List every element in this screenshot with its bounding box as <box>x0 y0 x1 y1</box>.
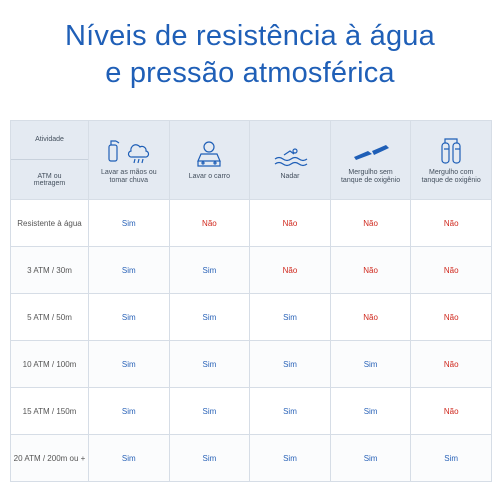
metric-label: ATM ou metragem <box>33 172 66 187</box>
column-label: Mergulho com tanque de oxigênio <box>421 169 481 184</box>
header-cell: Lavar o carro <box>168 120 251 200</box>
column-label: Mergulho sem tanque de oxigênio <box>340 169 401 184</box>
header-cell: Mergulho sem tanque de oxigênio <box>329 120 412 200</box>
cell: Sim <box>168 246 251 294</box>
cell: Sim <box>329 387 412 435</box>
cell: Não <box>410 246 492 294</box>
activity-label: Atividade <box>11 121 88 160</box>
table-row: 3 ATM / 30m Sim Sim Não Não Não <box>10 246 492 294</box>
cell: Sim <box>88 434 170 482</box>
table-row: 20 ATM / 200m ou + Sim Sim Sim Sim Sim <box>10 434 492 482</box>
cell: Sim <box>249 293 331 341</box>
row-label: 15 ATM / 150m <box>10 387 89 435</box>
column-label: Nadar <box>280 173 300 180</box>
cell: Sim <box>168 340 251 388</box>
cell: Sim <box>249 434 331 482</box>
cell: Não <box>249 246 331 294</box>
table-row: 15 ATM / 150m Sim Sim Sim Sim Não <box>10 387 492 435</box>
header-cell: Mergulho com tanque de oxigênio <box>410 120 492 200</box>
title-line: Níveis de resistência à água <box>65 20 435 52</box>
row-label: 20 ATM / 200m ou + <box>10 434 89 482</box>
cell: Sim <box>88 293 170 341</box>
header-cell: Lavar as mãos ou tomar chuva <box>88 120 170 200</box>
row-label: 10 ATM / 100m <box>10 340 89 388</box>
icon <box>353 145 389 160</box>
header-cell: Nadar <box>249 120 331 200</box>
icon <box>197 141 222 167</box>
cell: Não <box>168 199 251 247</box>
icon <box>274 148 308 167</box>
cell: Não <box>249 199 331 247</box>
row-label: Resistente à água <box>10 199 89 247</box>
table-row: Resistente à água Sim Não Não Não Não <box>10 199 492 247</box>
cell: Não <box>329 246 412 294</box>
icon <box>441 138 461 164</box>
cell: Sim <box>88 387 170 435</box>
cell: Sim <box>329 340 412 388</box>
row-label: 3 ATM / 30m <box>10 246 89 294</box>
icon <box>108 140 149 164</box>
cell: Sim <box>88 246 170 294</box>
column-label: Lavar o carro <box>188 173 231 180</box>
header-cell: Atividade ATM ou metragem <box>10 120 89 200</box>
table-row: 10 ATM / 100m Sim Sim Sim Sim Não <box>10 340 492 388</box>
cell: Sim <box>249 387 331 435</box>
cell: Sim <box>88 199 170 247</box>
table: Atividade ATM ou metragem Lavar as mãos … <box>10 120 492 482</box>
cell: Não <box>410 387 492 435</box>
cell: Sim <box>168 293 251 341</box>
cell: Sim <box>168 387 251 435</box>
title-line: e pressão atmosférica <box>105 57 395 89</box>
cell: Sim <box>329 434 412 482</box>
column-label: Lavar as mãos ou tomar chuva <box>100 169 157 184</box>
cell: Não <box>410 340 492 388</box>
cell: Sim <box>249 340 331 388</box>
table-body: Resistente à água Sim Não Não Não Não 3 ATM / … <box>10 199 492 482</box>
cell: Não <box>329 293 412 341</box>
cell: Não <box>329 199 412 247</box>
table-row: 5 ATM / 50m Sim Sim Sim Não Não <box>10 293 492 341</box>
cell: Sim <box>410 434 492 482</box>
header-row: Atividade ATM ou metragem Lavar as mãos … <box>10 120 492 200</box>
cell: Não <box>410 199 492 247</box>
cell: Não <box>410 293 492 341</box>
row-label: 5 ATM / 50m <box>10 293 89 341</box>
cell: Sim <box>168 434 251 482</box>
cell: Sim <box>88 340 170 388</box>
